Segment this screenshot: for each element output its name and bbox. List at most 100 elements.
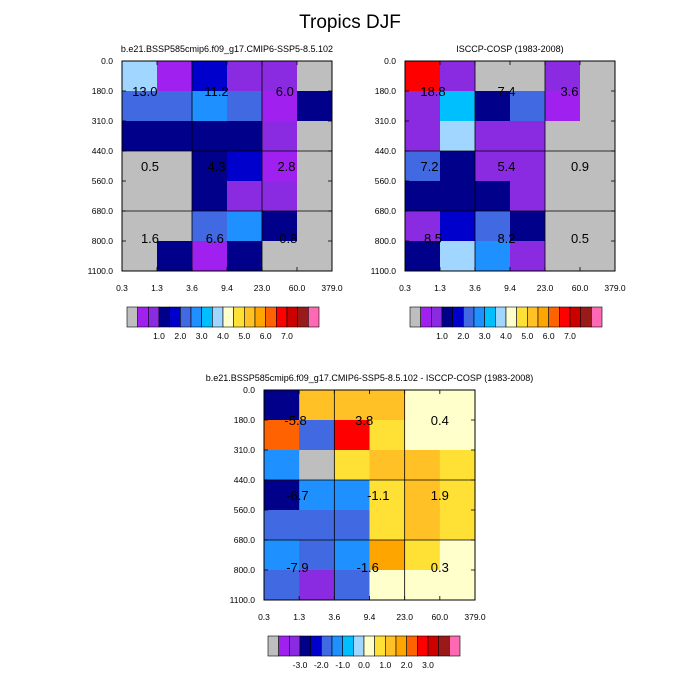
- y-tick-label: 310.0: [375, 116, 397, 126]
- colorbar-swatch: [431, 306, 443, 328]
- region-value-label: 13.0: [132, 84, 157, 99]
- region-value-label: 0.3: [431, 560, 449, 575]
- heatmap-cell: [404, 480, 441, 511]
- heatmap-cell: [297, 121, 333, 152]
- x-tick-label: 3.6: [469, 283, 481, 293]
- colorbar-swatch: [310, 635, 322, 657]
- colorbar-label: 6.0: [543, 331, 555, 341]
- colorbar-swatch: [267, 635, 279, 657]
- y-tick-label: 680.0: [375, 206, 397, 216]
- colorbar-swatch: [527, 306, 539, 328]
- heatmap-cell: [192, 181, 228, 212]
- colorbar-swatch: [591, 306, 603, 328]
- heatmap-cell: [545, 241, 581, 272]
- heatmap-cell: [297, 91, 333, 122]
- region-value-label: 0.4: [431, 413, 449, 428]
- region-value-label: 0.8: [279, 231, 297, 246]
- region-value-label: 18.8: [420, 84, 445, 99]
- heatmap-cell: [122, 241, 158, 272]
- heatmap-cell: [264, 570, 300, 601]
- region-value-label: 8.5: [424, 231, 442, 246]
- colorbar-swatch: [286, 306, 298, 328]
- y-tick-label: 800.0: [92, 236, 114, 246]
- heatmap-cell: [297, 61, 333, 92]
- heatmap-cell: [299, 540, 335, 571]
- x-tick-label: 3.6: [186, 283, 198, 293]
- heatmap-cell: [264, 480, 300, 511]
- heatmap-cell: [369, 390, 406, 421]
- heatmap-cell: [440, 61, 476, 92]
- colorbar: -3.0 -2.0 -1.0 0.0 1.0 2.0 3.0: [267, 635, 461, 670]
- colorbar-label: 7.0: [281, 331, 293, 341]
- region-value-label: 3.6: [560, 84, 578, 99]
- colorbar-swatch: [385, 635, 397, 657]
- heatmap-cell: [475, 241, 511, 272]
- heatmap-cell: [475, 61, 511, 92]
- y-tick-label: 680.0: [234, 535, 256, 545]
- heatmap-cell: [157, 241, 193, 272]
- panel-title: b.e21.BSSP585cmip6.f09_g17.CMIP6-SSP5-8.…: [206, 373, 534, 383]
- heatmap-cell: [264, 540, 300, 571]
- x-tick-label: 9.4: [221, 283, 233, 293]
- x-tick-label: 379.0: [604, 283, 626, 293]
- x-tick-label: 1.3: [293, 612, 305, 622]
- region-value-label: 7.4: [497, 84, 515, 99]
- region-value-label: 5.4: [497, 159, 515, 174]
- heatmap-cell: [264, 390, 300, 421]
- heatmap-cell: [404, 450, 441, 481]
- region-value-label: 7.2: [420, 159, 438, 174]
- panel-1: b.e21.BSSP585cmip6.f09_g17.CMIP6-SSP5-8.…: [88, 44, 343, 341]
- colorbar-label: 0.0: [358, 660, 370, 670]
- heatmap-cell: [122, 211, 158, 242]
- colorbar-label: 2.0: [457, 331, 469, 341]
- colorbar-swatch: [353, 635, 365, 657]
- heatmap-cell: [580, 181, 616, 212]
- heatmap-cell: [405, 91, 441, 122]
- heatmap-cell: [299, 480, 335, 511]
- x-tick-label: 60.0: [432, 612, 449, 622]
- x-tick-label: 60.0: [572, 283, 589, 293]
- region-value-label: 6.6: [206, 231, 224, 246]
- heatmap-cell: [405, 241, 441, 272]
- region-value-label: 6.0: [276, 84, 294, 99]
- region-value-label: 0.9: [571, 159, 589, 174]
- heatmap-cell: [580, 121, 616, 152]
- panels: b.e21.BSSP585cmip6.f09_g17.CMIP6-SSP5-8.…: [88, 44, 626, 670]
- heatmap-cell: [334, 570, 370, 601]
- x-tick-label: 9.4: [504, 283, 516, 293]
- colorbar-swatch: [201, 306, 213, 328]
- heatmap-cell: [334, 540, 370, 571]
- x-tick-label: 23.0: [537, 283, 554, 293]
- heatmap-cell: [192, 121, 228, 152]
- heatmap-cell: [545, 121, 581, 152]
- region-value-label: 0.5: [571, 231, 589, 246]
- figure-title: Tropics DJF: [299, 12, 401, 33]
- region-value-label: 8.2: [497, 231, 515, 246]
- colorbar-swatch: [463, 306, 475, 328]
- heatmap-cell: [404, 540, 441, 571]
- colorbar-swatch: [244, 306, 256, 328]
- heatmap-cell: [510, 181, 546, 212]
- y-tick-label: 680.0: [92, 206, 114, 216]
- heatmap-cell: [405, 151, 441, 182]
- colorbar-swatch: [342, 635, 354, 657]
- heatmap-cell: [334, 450, 370, 481]
- y-tick-label: 180.0: [92, 86, 114, 96]
- colorbar-swatch: [516, 306, 528, 328]
- heatmap-cell: [580, 211, 616, 242]
- y-tick-label: 440.0: [234, 475, 256, 485]
- heatmap-cell: [299, 450, 335, 481]
- y-tick-label: 1100.0: [230, 595, 256, 605]
- heatmap-cell: [227, 211, 263, 242]
- heatmap-cell: [545, 151, 581, 182]
- heatmap-cell: [227, 121, 263, 152]
- colorbar-swatch: [308, 306, 320, 328]
- colorbar-swatch: [278, 635, 290, 657]
- colorbar-swatch: [473, 306, 485, 328]
- colorbar: 1.0 2.0 3.0 4.0 5.0 6.0 7.0: [409, 306, 603, 341]
- colorbar-swatch: [190, 306, 202, 328]
- y-tick-label: 440.0: [375, 146, 397, 156]
- heatmap-cell: [510, 151, 546, 182]
- y-tick-label: 1100.0: [88, 266, 114, 276]
- heatmap-cell: [439, 450, 476, 481]
